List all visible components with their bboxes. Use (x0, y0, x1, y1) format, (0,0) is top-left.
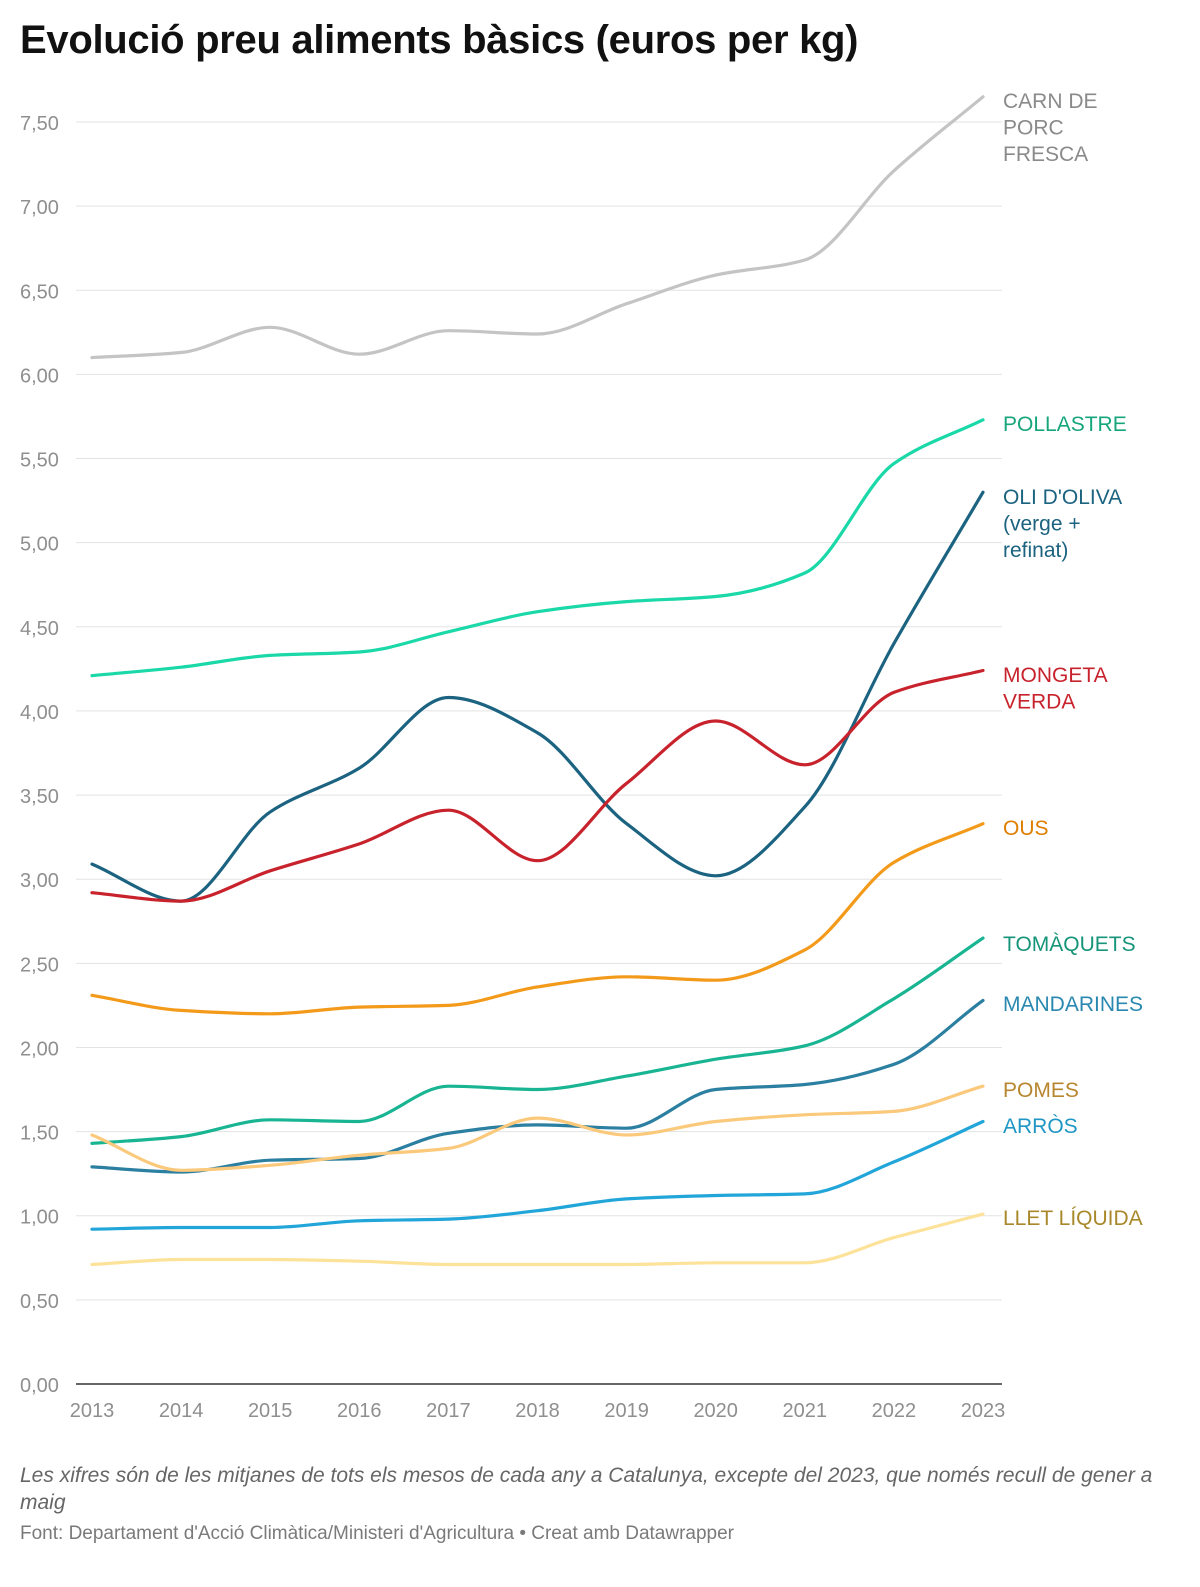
x-tick-label: 2013 (70, 1400, 115, 1422)
y-tick-label: 5,00 (20, 534, 59, 556)
x-tick-label: 2014 (159, 1400, 204, 1422)
series-line (90, 668, 985, 903)
series-line (90, 418, 985, 678)
series-label: POMES (1003, 1079, 1079, 1102)
y-tick-label: 6,50 (20, 281, 59, 303)
series-line (90, 1119, 985, 1231)
series-lines (90, 95, 985, 1267)
series-line (90, 998, 985, 1174)
y-tick-label: 3,00 (20, 870, 59, 892)
y-tick-label: 4,50 (20, 618, 59, 640)
series-label: TOMÀQUETS (1003, 933, 1136, 956)
series-label: OLI D'OLIVA (verge + refinat) (1003, 486, 1122, 562)
series-label: CARN DE PORC FRESCA (1003, 90, 1098, 166)
x-tick-label: 2021 (783, 1400, 828, 1422)
x-tick-label: 2020 (693, 1400, 738, 1422)
x-tick-label: 2016 (337, 1400, 382, 1422)
series-label: MANDARINES (1003, 993, 1143, 1016)
series-line (90, 95, 985, 360)
series-label: MONGETA VERDA (1003, 664, 1108, 714)
series-line (90, 490, 985, 903)
y-tick-label: 0,00 (20, 1375, 59, 1397)
chart-source: Font: Departament d'Acció Climàtica/Mini… (20, 1523, 735, 1544)
y-tick-label: 1,50 (20, 1123, 59, 1145)
y-tick-label: 2,50 (20, 954, 59, 976)
y-tick-label: 6,00 (20, 365, 59, 387)
series-labels: CARN DE PORC FRESCA POLLASTRE OLI D'OLIVA (ve… (1003, 90, 1143, 1230)
chart-title: Evolució preu aliments bàsics (euros per… (20, 18, 859, 62)
y-tick-label: 7,00 (20, 197, 59, 219)
gridlines (76, 121, 1002, 1385)
chart-note: Les xifres són de les mitjanes de tots e… (20, 1464, 1153, 1515)
y-tick-label: 0,50 (20, 1291, 59, 1313)
y-tick-label: 4,00 (20, 702, 59, 724)
x-tick-label: 2018 (515, 1400, 560, 1422)
line-chart: 0,00 0,50 1,00 1,50 2,00 2,50 3,00 3,50 4,00 4,50… (20, 90, 1143, 1422)
y-axis-tick-labels: 0,00 0,50 1,00 1,50 2,00 2,50 3,00 3,50 4,00 4,50… (20, 113, 59, 1397)
series-label: ARRÒS (1003, 1115, 1078, 1138)
x-tick-label: 2023 (961, 1400, 1006, 1422)
x-tick-label: 2015 (248, 1400, 293, 1422)
y-tick-label: 1,00 (20, 1207, 59, 1229)
y-tick-label: 2,00 (20, 1038, 59, 1060)
series-line (90, 1084, 985, 1172)
x-tick-label: 2017 (426, 1400, 471, 1422)
series-line (90, 822, 985, 1016)
series-label: OUS (1003, 817, 1049, 840)
series-label: LLET LÍQUIDA (1003, 1207, 1143, 1230)
x-axis-tick-labels: 2013 2014 2015 2016 2017 2018 2019 2020 2021 2022… (70, 1400, 1006, 1422)
series-line (90, 936, 985, 1145)
y-tick-label: 7,50 (20, 113, 59, 135)
x-tick-label: 2022 (872, 1400, 917, 1422)
series-label: POLLASTRE (1003, 413, 1127, 436)
y-tick-label: 5,50 (20, 450, 59, 472)
x-tick-label: 2019 (604, 1400, 649, 1422)
y-tick-label: 3,50 (20, 786, 59, 808)
series-line (90, 1212, 985, 1267)
